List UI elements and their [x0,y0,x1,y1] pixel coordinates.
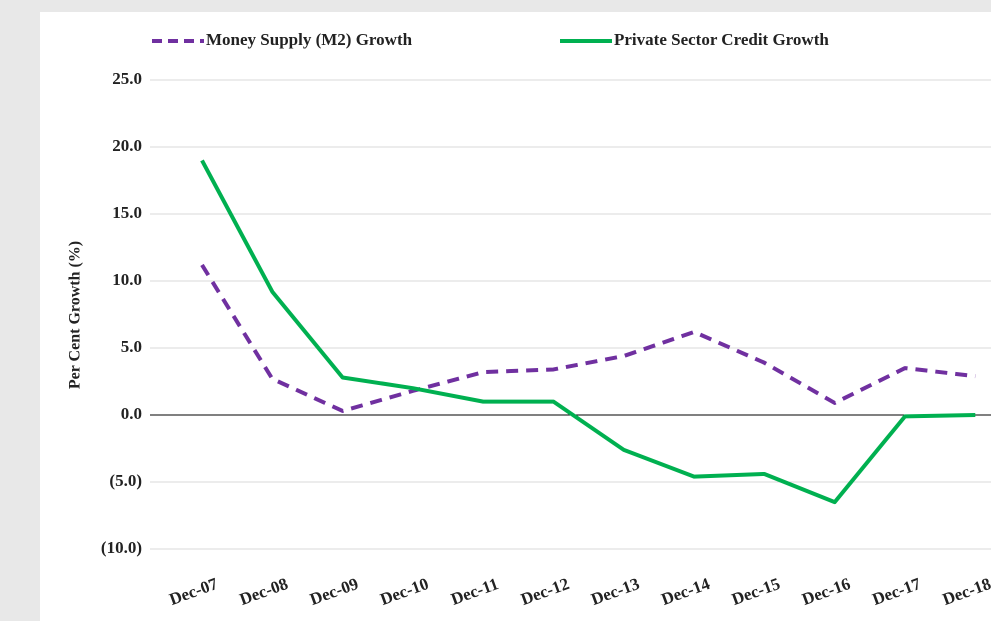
y-tick-label: 15.0 [112,203,142,222]
legend-label: Private Sector Credit Growth [614,30,829,49]
y-tick-label: 25.0 [112,69,142,88]
line-series [200,159,976,505]
chart-area [40,12,991,621]
y-tick-label: (5.0) [109,471,142,490]
line-series [200,263,976,413]
y-tick-label: 20.0 [112,136,142,155]
y-tick-label: 10.0 [112,270,142,289]
y-tick-label: 5.0 [121,337,142,356]
y-tick-label: (10.0) [101,538,142,557]
legend-label: Money Supply (M2) Growth [206,30,413,49]
y-axis-label: Per Cent Growth (%) [67,241,84,389]
y-tick-label: 0.0 [121,404,142,423]
